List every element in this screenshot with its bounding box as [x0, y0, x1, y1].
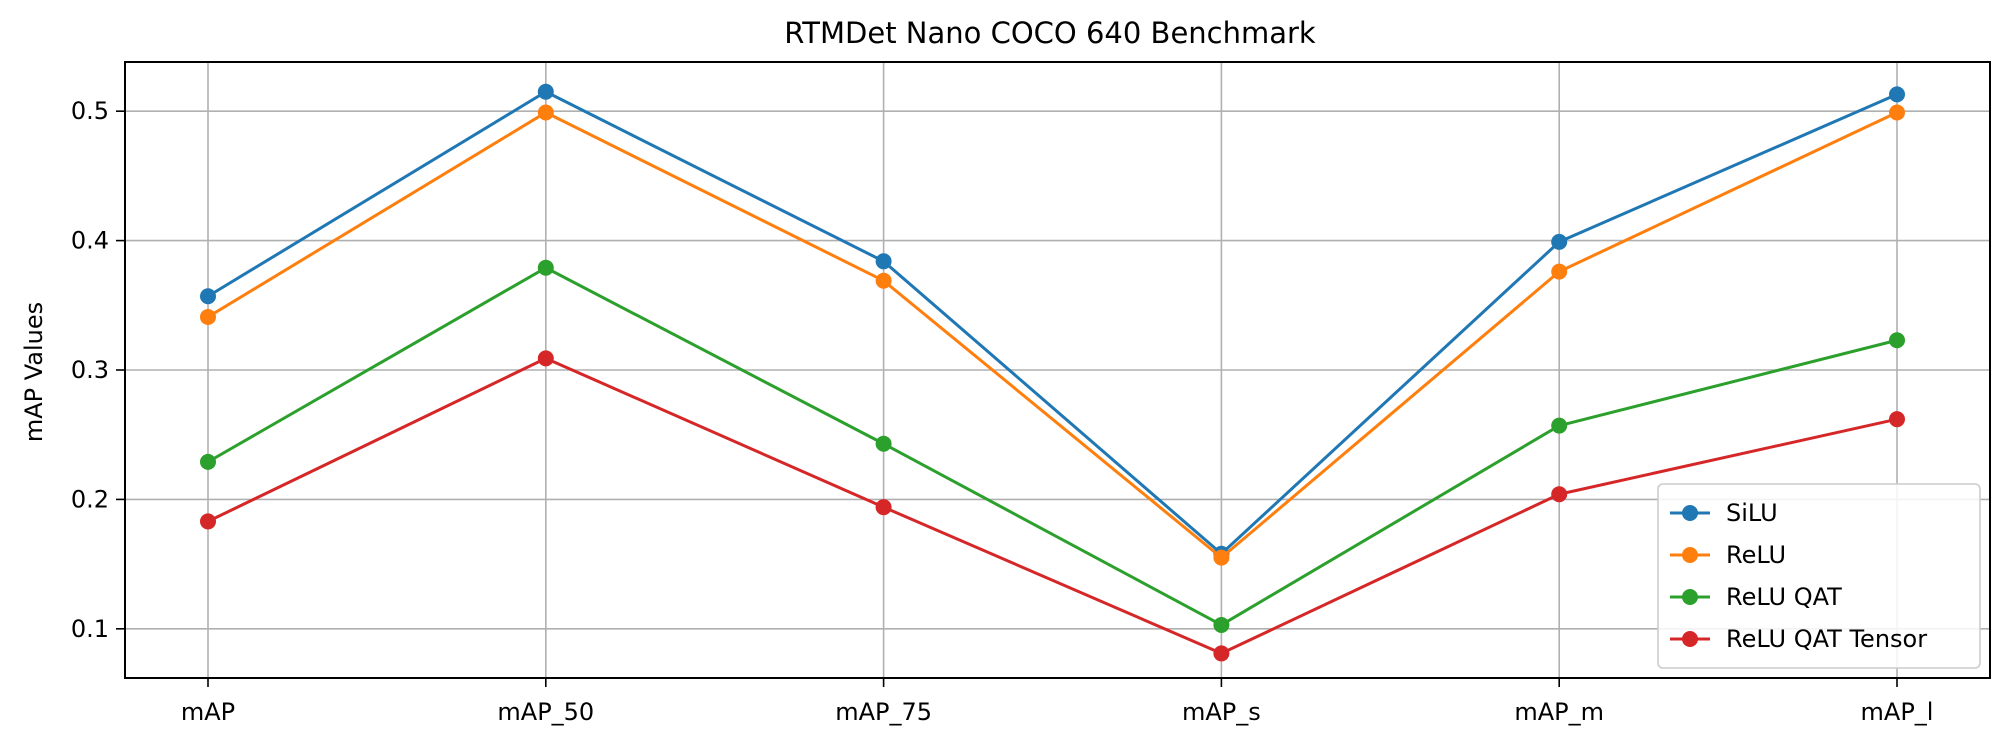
legend-box — [1657, 483, 1981, 669]
series-line — [207, 110, 1898, 560]
data-point — [200, 513, 216, 530]
legend: SiLU ReLU ReLU QAT ReLU QAT Tensor — [1657, 483, 1981, 669]
x-tick-label: mAP_m — [1514, 698, 1604, 726]
y-tick-label: 0.3 — [71, 356, 109, 384]
x-tick-label: mAP_l — [1861, 698, 1934, 726]
data-point — [537, 83, 554, 100]
data-point — [875, 499, 892, 516]
legend-item: SiLU — [1670, 499, 1778, 527]
data-point — [200, 288, 216, 305]
data-point — [875, 253, 892, 270]
chart-title: RTMDet Nano COCO 640 Benchmark — [784, 16, 1316, 50]
data-point — [1889, 104, 1905, 121]
x-tick-label: mAP_s — [1182, 698, 1261, 726]
series-line — [207, 90, 1898, 556]
axis-ticks: mAP mAP_50 mAP_75 mAP_s mAP_m mAP_l 0.1 0.2 0.3 0… — [71, 97, 1934, 726]
x-tick-label: mAP_50 — [497, 698, 594, 726]
data-point — [1889, 332, 1905, 349]
legend-label: ReLU QAT — [1726, 583, 1842, 611]
series-relu-qat — [200, 259, 1905, 633]
series-line — [207, 356, 1898, 655]
legend-marker — [1682, 589, 1698, 605]
data-point — [1551, 417, 1568, 434]
legend-item: ReLU QAT — [1670, 583, 1842, 611]
series-relu-qat-tensor — [200, 350, 1905, 662]
y-tick-label: 0.1 — [71, 615, 109, 643]
legend-label: ReLU — [1726, 541, 1786, 569]
legend-item: ReLU QAT Tensor — [1670, 625, 1927, 653]
series-lines — [200, 83, 1905, 662]
data-point — [200, 308, 216, 325]
y-tick-label: 0.5 — [71, 97, 109, 125]
y-tick-label: 0.2 — [71, 485, 109, 513]
y-axis-title: mAP Values — [20, 302, 48, 442]
data-point — [1213, 616, 1230, 633]
data-point — [1551, 486, 1568, 503]
legend-item: ReLU — [1670, 541, 1786, 569]
data-point — [1889, 411, 1905, 428]
series-line — [207, 266, 1898, 627]
series-relu — [200, 104, 1905, 566]
series-silu — [200, 83, 1905, 562]
data-point — [1551, 233, 1568, 250]
legend-label: ReLU QAT Tensor — [1726, 625, 1927, 653]
data-point — [1551, 263, 1568, 280]
legend-marker — [1682, 631, 1698, 647]
data-point — [200, 453, 216, 470]
data-point — [1213, 645, 1230, 662]
y-tick-label: 0.4 — [71, 227, 109, 255]
data-point — [537, 350, 554, 367]
plot-frame — [124, 61, 1991, 679]
data-point — [1213, 549, 1230, 566]
data-point — [537, 104, 554, 121]
data-point — [875, 272, 892, 289]
legend-marker — [1682, 547, 1698, 563]
data-point — [875, 435, 892, 452]
x-tick-label: mAP_75 — [835, 698, 932, 726]
data-point — [1889, 86, 1905, 103]
legend-label: SiLU — [1726, 499, 1778, 527]
x-tick-label: mAP — [181, 698, 235, 726]
data-point — [537, 259, 554, 276]
legend-marker — [1682, 505, 1698, 521]
